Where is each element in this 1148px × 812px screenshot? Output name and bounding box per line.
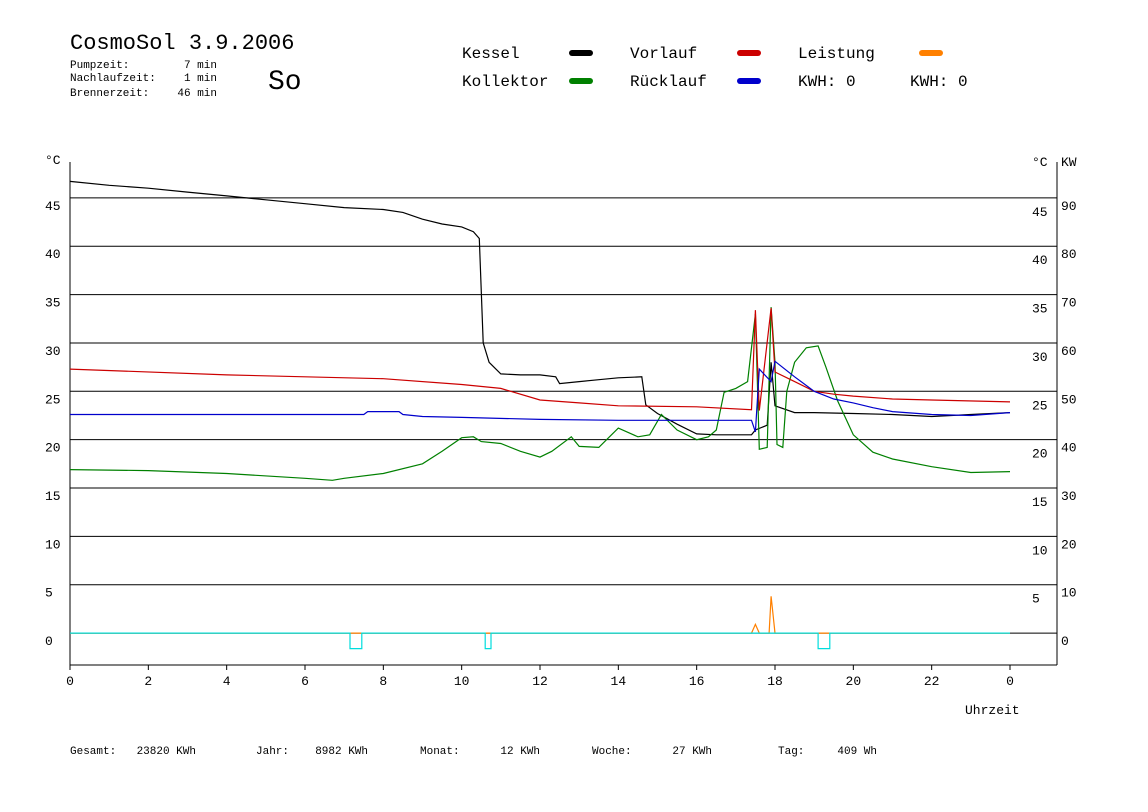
footer-value: 23820 KWh	[137, 746, 196, 758]
y-tick-label-right: 20	[1032, 447, 1048, 462]
x-tick-label: 10	[454, 674, 470, 689]
y-tick-label: 20	[45, 441, 61, 456]
x-tick-label: 18	[767, 674, 783, 689]
footer-value: 27 KWh	[672, 746, 712, 758]
y2-tick-label: 30	[1061, 489, 1077, 504]
kwh-label: KWH: 0	[910, 73, 968, 91]
y2-tick-label: 70	[1061, 296, 1077, 311]
x-tick-label: 6	[301, 674, 309, 689]
x-tick-label: 0	[1006, 674, 1014, 689]
x-tick-label: 8	[379, 674, 387, 689]
series-line	[69, 180, 1011, 436]
x-tick-label: 12	[532, 674, 548, 689]
footer-label: Monat:	[420, 746, 460, 758]
y-tick-label-right: 15	[1032, 495, 1048, 510]
info-label: Pumpzeit:	[70, 60, 129, 72]
series-line	[69, 307, 1011, 481]
chart-title: CosmoSol 3.9.2006	[70, 31, 294, 56]
y-axis-label-right: °C	[1032, 155, 1048, 170]
y2-tick-label: 40	[1061, 441, 1077, 456]
y2-axis-label: KW	[1061, 155, 1077, 170]
footer-label: Woche:	[592, 746, 632, 758]
y-tick-label: 25	[45, 392, 61, 407]
series-line	[69, 308, 1011, 411]
info-label: Brennerzeit:	[70, 88, 149, 100]
y-tick-label-right: 35	[1032, 302, 1048, 317]
y-tick-label: 0	[45, 634, 53, 649]
info-value: 1 min	[184, 73, 217, 85]
legend-label: Kessel	[462, 45, 520, 63]
y-tick-label: 5	[45, 586, 53, 601]
kwh-label: KWH: 0	[798, 73, 856, 91]
y-tick-label: 15	[45, 489, 61, 504]
y-tick-label: 10	[45, 537, 61, 552]
y2-tick-label: 50	[1061, 392, 1077, 407]
info-value: 46 min	[177, 88, 217, 100]
footer-label: Gesamt:	[70, 746, 116, 758]
legend-label: Vorlauf	[630, 45, 697, 63]
footer-label: Jahr:	[256, 746, 289, 758]
x-tick-label: 20	[846, 674, 862, 689]
legend-label: Leistung	[798, 45, 875, 63]
y2-tick-label: 0	[1061, 634, 1069, 649]
x-tick-label: 2	[144, 674, 152, 689]
info-value: 7 min	[184, 60, 217, 72]
x-tick-label: 4	[223, 674, 231, 689]
x-axis-label: Uhrzeit	[965, 703, 1020, 718]
y-tick-label-right: 25	[1032, 398, 1048, 413]
y2-tick-label: 10	[1061, 586, 1077, 601]
legend-label: Rücklauf	[630, 73, 707, 91]
y2-tick-label: 90	[1061, 199, 1077, 214]
x-tick-label: 16	[689, 674, 705, 689]
series-line	[70, 632, 1010, 650]
info-label: Nachlaufzeit:	[70, 73, 156, 85]
footer-value: 409 Wh	[837, 746, 877, 758]
footer-label: Tag:	[778, 746, 804, 758]
y-tick-label: 45	[45, 199, 61, 214]
y-tick-label-right: 40	[1032, 253, 1048, 268]
y-tick-label-right: 45	[1032, 205, 1048, 220]
x-tick-label: 22	[924, 674, 940, 689]
y-tick-label: 30	[45, 344, 61, 359]
y-tick-label-right: 30	[1032, 350, 1048, 365]
footer-value: 12 KWh	[500, 746, 540, 758]
series-line	[70, 360, 1011, 433]
legend-label: Kollektor	[462, 73, 548, 91]
y-tick-label-right: 10	[1032, 543, 1048, 558]
y-axis-label: °C	[45, 153, 61, 168]
y-tick-label: 35	[45, 296, 61, 311]
y2-tick-label: 80	[1061, 247, 1077, 262]
y-tick-label: 40	[45, 247, 61, 262]
y-tick-label-right: 5	[1032, 592, 1040, 607]
y2-tick-label: 20	[1061, 537, 1077, 552]
y2-tick-label: 60	[1061, 344, 1077, 359]
x-tick-label: 14	[611, 674, 627, 689]
x-tick-label: 0	[66, 674, 74, 689]
footer-value: 8982 KWh	[315, 746, 368, 758]
series-line	[70, 596, 1010, 634]
day-label: So	[268, 67, 302, 98]
